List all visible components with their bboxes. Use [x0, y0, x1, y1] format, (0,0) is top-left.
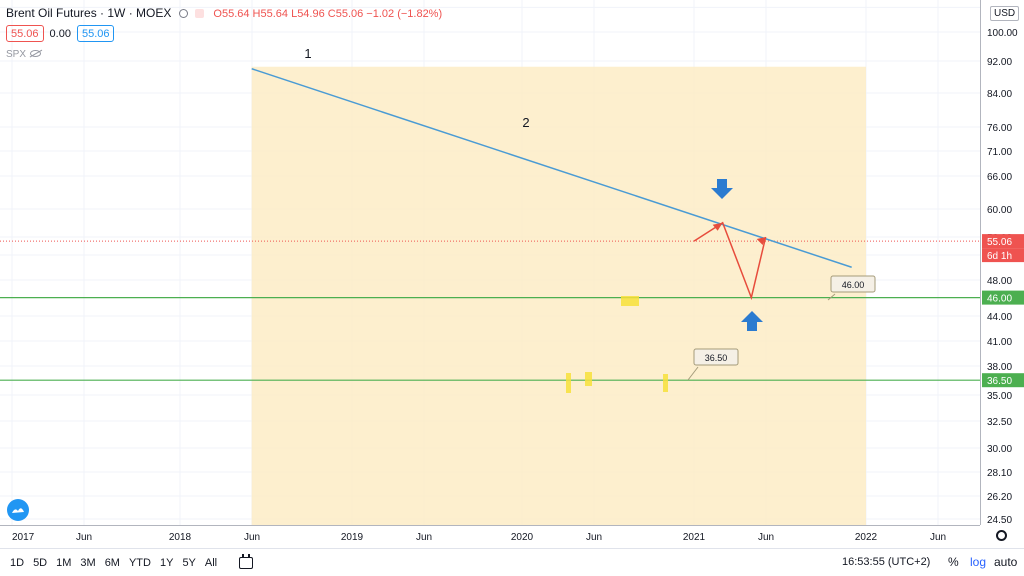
- callout-box: [693, 348, 739, 366]
- log-toggle[interactable]: log: [970, 555, 987, 569]
- projection-arrowhead: [712, 222, 723, 231]
- price-tick-label: 24.50: [987, 515, 1012, 525]
- price-tick-label: 48.00: [987, 276, 1012, 287]
- time-tick-label: 2021: [683, 532, 706, 543]
- time-tick-label: Jun: [758, 532, 774, 543]
- range-ytd[interactable]: YTD: [128, 556, 151, 569]
- highlight-marker: [621, 296, 639, 306]
- highlight-marker: [566, 373, 571, 393]
- goto-date-icon[interactable]: [239, 553, 254, 569]
- time-axis[interactable]: 2017 Jun 2018 Jun 2019 Jun 2020 Jun 2021 Jun 2022 J…: [0, 525, 980, 547]
- price-tick-label: 32.50: [987, 417, 1012, 428]
- support-tag-label: 36.50: [987, 376, 1012, 387]
- tradingview-logo-icon[interactable]: [7, 499, 29, 521]
- compare-symbol[interactable]: SPX: [6, 49, 27, 60]
- callout-label: 46.00: [842, 280, 865, 290]
- time-tick-label: Jun: [930, 532, 946, 543]
- support-tag-bg: [982, 290, 1024, 305]
- chart-svg: 1 2 46.00 36.50: [0, 0, 980, 525]
- ask-price[interactable]: 55.06: [76, 25, 115, 42]
- time-tick-label: Jun: [76, 532, 92, 543]
- compare-symbol-row: SPX: [6, 49, 42, 60]
- time-tick-label: 2019: [341, 532, 364, 543]
- price-tick-label: 41.00: [987, 337, 1012, 348]
- price-tick-label: 30.00: [987, 444, 1012, 455]
- countdown-tag: 6d 1h: [987, 251, 1012, 262]
- support-tag-label: 46.00: [987, 294, 1012, 305]
- trendline: [251, 68, 852, 268]
- price-tick-label: 76.00: [987, 123, 1012, 134]
- percent-toggle[interactable]: %: [948, 555, 959, 569]
- callout-box: [830, 275, 876, 293]
- range-5d[interactable]: 5D: [33, 556, 48, 569]
- down-arrow-icon: [711, 179, 733, 199]
- callout-pointer: [687, 366, 699, 381]
- price-tick-label: 28.10: [987, 468, 1012, 479]
- bid-price[interactable]: 55.06: [6, 25, 44, 42]
- price-tick-label: 100.00: [987, 28, 1018, 39]
- projection-arrowhead: [756, 237, 766, 245]
- time-tick-label: 2020: [511, 532, 534, 543]
- highlight-marker: [663, 374, 668, 392]
- callout-label: 36.50: [705, 353, 728, 363]
- price-tick-label: 66.00: [987, 172, 1012, 183]
- range-all[interactable]: All: [204, 556, 218, 569]
- hidden-eye-icon[interactable]: [30, 50, 42, 57]
- chart-legend: Brent Oil Futures · 1W · MOEX O55.64 H55…: [6, 6, 442, 20]
- more-icon[interactable]: [195, 9, 205, 18]
- wave-label: 1: [304, 46, 311, 61]
- price-tick-label: 71.00: [987, 147, 1012, 158]
- wave-label: 2: [522, 115, 529, 130]
- currency-label[interactable]: USD: [990, 6, 1020, 21]
- spread-value: 0.00: [49, 27, 71, 40]
- time-tick-label: Jun: [586, 532, 602, 543]
- countdown-bg: [982, 248, 1024, 263]
- settings-icon[interactable]: [996, 530, 1007, 541]
- price-axis[interactable]: 100.0092.0084.0076.0071.0066.0060.0056.0…: [980, 0, 1024, 525]
- callout-pointer: [827, 293, 836, 301]
- price-tick-label: 84.00: [987, 89, 1012, 100]
- highlight-marker: [585, 372, 592, 386]
- time-tick-label: Jun: [244, 532, 260, 543]
- price-tick-label: 26.20: [987, 492, 1012, 503]
- eye-icon[interactable]: [178, 9, 188, 18]
- range-1y[interactable]: 1Y: [159, 556, 174, 569]
- range-3m[interactable]: 3M: [80, 556, 96, 569]
- price-tick-label: 92.00: [987, 57, 1012, 68]
- last-price-tag-bg: [982, 234, 1024, 249]
- price-tick-label: 38.00: [987, 362, 1012, 373]
- range-1m[interactable]: 1M: [56, 556, 72, 569]
- time-tick-label: Jun: [416, 532, 432, 543]
- symbol-title[interactable]: Brent Oil Futures · 1W · MOEX: [6, 6, 172, 20]
- time-tick-label: 2018: [169, 532, 192, 543]
- clock[interactable]: 16:53:55 (UTC+2): [842, 556, 931, 568]
- last-price-tag: 55.06: [987, 237, 1012, 248]
- time-tick-label: 2017: [12, 532, 35, 543]
- projection-path: [693, 221, 767, 301]
- time-tick-label: 2022: [855, 532, 878, 543]
- ohlc-values: O55.64 H55.64 L54.96 C55.06 −1.02 (−1.82…: [213, 8, 443, 20]
- support-tag-bg: [982, 373, 1024, 388]
- analysis-zone: [251, 66, 866, 525]
- chart-area[interactable]: 1 2 46.00 36.50 Brent Oil Futures · 1W · MO…: [0, 0, 980, 525]
- bottom-toolbar: 1D 5D 1M 3M 6M YTD 1Y 5Y All 16:53:55 (U…: [0, 548, 1024, 576]
- price-tick-label: 60.00: [987, 205, 1012, 216]
- auto-toggle[interactable]: auto: [994, 555, 1018, 569]
- price-tick-label: 35.00: [987, 391, 1012, 402]
- range-6m[interactable]: 6M: [104, 556, 120, 569]
- range-5y[interactable]: 5Y: [182, 556, 196, 569]
- quote-row: 55.06 0.00 55.06: [6, 25, 115, 42]
- price-tick-label: 44.00: [987, 312, 1012, 323]
- range-1d[interactable]: 1D: [10, 556, 25, 569]
- up-arrow-icon: [741, 311, 763, 331]
